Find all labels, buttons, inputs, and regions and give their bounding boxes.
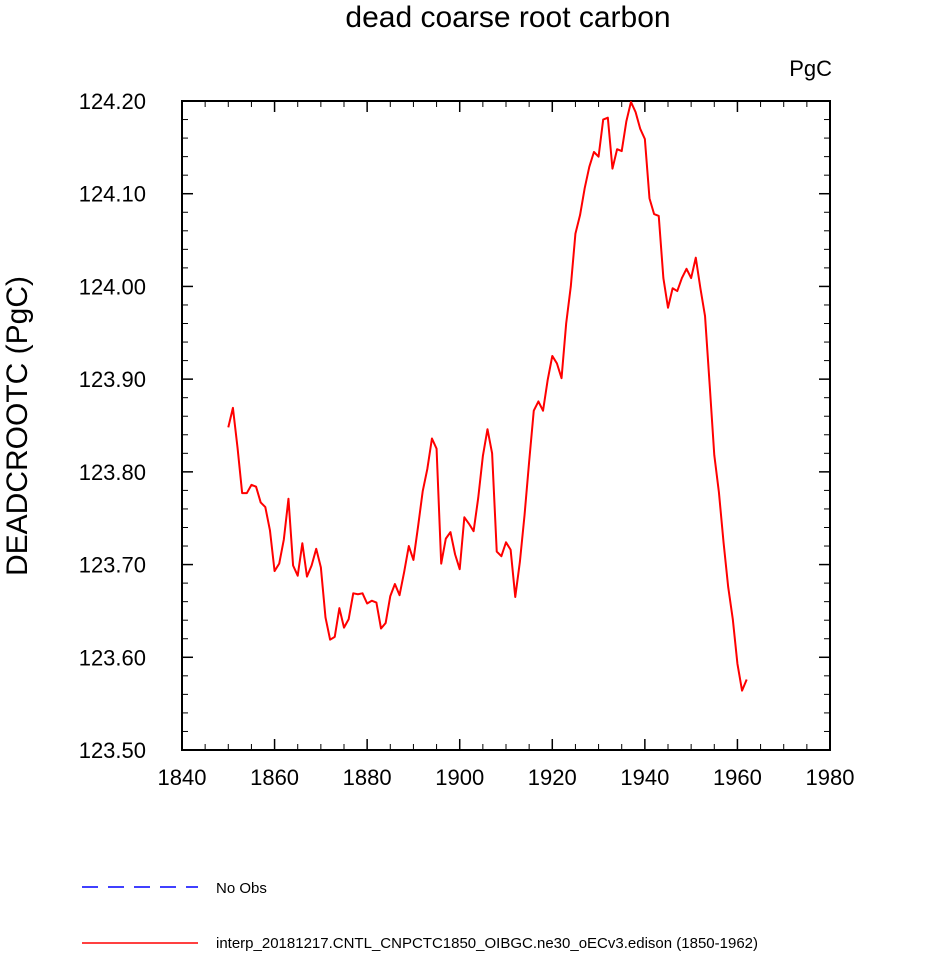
y-tick-label: 123.90 bbox=[79, 367, 146, 392]
y-tick-label: 123.50 bbox=[79, 738, 146, 763]
x-tick-label: 1920 bbox=[528, 765, 577, 790]
legend: No Obs interp_20181217.CNTL_CNPCTC1850_O… bbox=[82, 880, 758, 952]
y-tick-label: 124.00 bbox=[79, 274, 146, 299]
x-tick-label: 1900 bbox=[435, 765, 484, 790]
x-tick-label: 1980 bbox=[806, 765, 855, 790]
y-tick-label: 123.60 bbox=[79, 645, 146, 670]
y-tick-label: 124.10 bbox=[79, 182, 146, 207]
series-line-0 bbox=[227, 100, 748, 692]
x-tick-label: 1860 bbox=[250, 765, 299, 790]
x-tick-label: 1880 bbox=[343, 765, 392, 790]
plot-frame bbox=[181, 100, 831, 751]
x-tick-label: 1940 bbox=[620, 765, 669, 790]
y-tick-label: 123.70 bbox=[79, 553, 146, 578]
tick-labels: 1840 1860 1880 1900 1920 1940 1960 1980 123.50 12… bbox=[79, 89, 855, 790]
legend-label-model: interp_20181217.CNTL_CNPCTC1850_OIBGC.ne… bbox=[216, 935, 758, 952]
units-label: PgC bbox=[789, 56, 832, 81]
x-tick-label: 1960 bbox=[713, 765, 762, 790]
legend-label-no-obs: No Obs bbox=[216, 880, 267, 897]
x-tick-label: 1840 bbox=[158, 765, 207, 790]
chart-title: dead coarse root carbon bbox=[345, 1, 670, 34]
y-tick-label: 124.20 bbox=[79, 89, 146, 114]
y-tick-label: 123.80 bbox=[79, 460, 146, 485]
y-axis-label: DEADCROOTC (PgC) bbox=[1, 276, 34, 576]
axis-ticks bbox=[181, 100, 831, 751]
plot-series bbox=[227, 100, 748, 692]
